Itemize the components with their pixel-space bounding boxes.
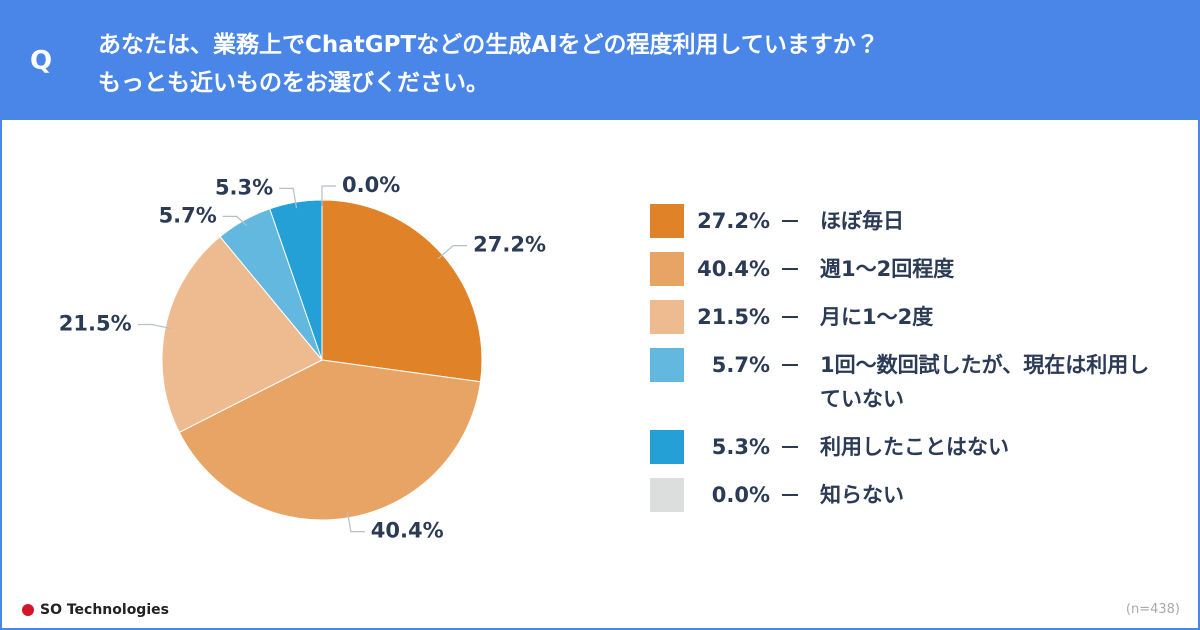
legend-swatch — [650, 204, 684, 238]
legend-label: 月に1〜2度 — [820, 305, 934, 329]
legend-label: ほぼ毎日 — [820, 209, 904, 233]
slice-label: 40.4% — [371, 519, 444, 543]
legend-item: 0.0% 知らない — [650, 478, 1150, 512]
legend-value: 5.7% — [711, 353, 770, 377]
chart: 27.2% 40.4% 21.5% 5.7% 5.3% 0.0% — [59, 173, 546, 543]
legend-label: 1回〜数回試したが、現在は利用していない — [820, 353, 1150, 411]
legend-dash — [782, 316, 798, 318]
legend-item: 5.3% 利用したことはない — [650, 430, 1150, 464]
slice-label: 21.5% — [59, 311, 132, 335]
legend-swatch — [650, 430, 684, 464]
legend-swatch — [650, 348, 684, 382]
legend-item: 21.5% 月に1〜2度 — [650, 300, 1150, 334]
leader-line — [137, 323, 172, 330]
legend-dash — [782, 220, 798, 222]
legend-value: 0.0% — [711, 483, 770, 507]
legend-dash — [782, 268, 798, 270]
slice-label: 5.3% — [215, 175, 273, 199]
legend-value: 27.2% — [697, 209, 770, 233]
sample-note: (n=438) — [1125, 602, 1180, 617]
pie-slice — [321, 199, 483, 383]
legend-item: 27.2% ほぼ毎日 — [650, 204, 1150, 238]
legend-dash — [782, 494, 798, 496]
legend-dash — [782, 364, 798, 366]
legend: 27.2% ほぼ毎日 40.4% 週1〜2回程度 21.5% 月に1〜2度 5.7% 1回〜数… — [650, 204, 1150, 526]
legend-value: 21.5% — [697, 305, 770, 329]
leader-line — [279, 187, 298, 209]
q-mark: Q — [30, 46, 53, 76]
leader-line — [321, 185, 336, 206]
legend-value: 5.3% — [711, 435, 770, 459]
legend-value: 40.4% — [697, 257, 770, 281]
leader-line — [222, 215, 248, 227]
leader-line — [346, 511, 365, 533]
title-line: あなたは、業務上でChatGPTなどの生成AIをどの程度利用していますか？ — [98, 32, 879, 58]
slice-label: 5.7% — [159, 203, 217, 227]
legend-dash — [782, 446, 798, 448]
brand-dot — [22, 604, 34, 616]
legend-item: 5.7% 1回〜数回試したが、現在は利用していない — [650, 348, 1150, 416]
slice-label: 27.2% — [473, 233, 546, 257]
legend-label: 利用したことはない — [820, 435, 1009, 459]
leader-line — [437, 245, 468, 260]
title: あなたは、業務上でChatGPTなどの生成AIをどの程度利用していますか？ もっ… — [98, 26, 879, 102]
slice-label: 0.0% — [342, 173, 400, 197]
brand-name: SO Technologies — [40, 602, 169, 618]
legend-item: 40.4% 週1〜2回程度 — [650, 252, 1150, 286]
title-line: もっとも近いものをお選びください。 — [98, 70, 489, 96]
header: Q あなたは、業務上でChatGPTなどの生成AIをどの程度利用していますか？ … — [2, 2, 1198, 120]
legend-swatch — [650, 252, 684, 286]
brand: SO Technologies — [22, 602, 169, 618]
legend-label: 週1〜2回程度 — [820, 257, 955, 281]
legend-swatch — [650, 300, 684, 334]
legend-label: 知らない — [820, 483, 904, 507]
legend-swatch — [650, 478, 684, 512]
